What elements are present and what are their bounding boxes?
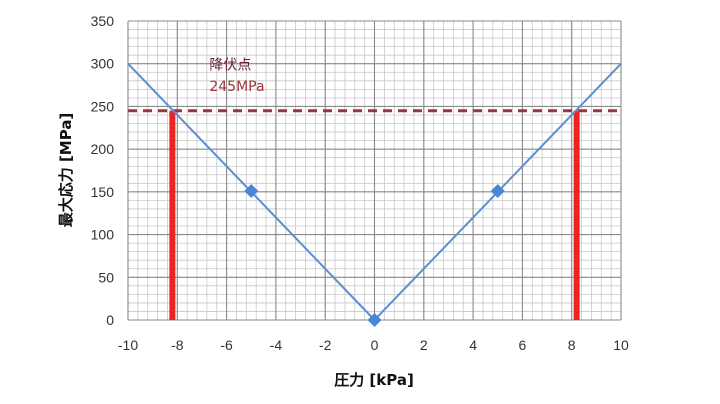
annotation-value: 245MPa [209,79,264,95]
x-tick-label: -4 [270,337,283,353]
data-point-marker [490,184,505,199]
y-tick-label: 300 [91,56,115,72]
y-tick-label: 200 [91,141,115,157]
grid [127,20,622,321]
x-tick-label: 6 [519,337,527,353]
y-tick-label: 350 [91,13,115,29]
y-axis-title: 最大応力 [MPa] [57,113,75,228]
plot-area: 降伏点 245MPa [127,58,622,327]
x-tick-label: -2 [319,337,332,353]
x-tick-label: -8 [171,337,184,353]
y-tick-label: 0 [106,312,114,328]
x-tick-label: -6 [220,337,233,353]
y-tick-label: 50 [98,269,114,285]
y-tick-label: 150 [91,184,115,200]
x-tick-label: 8 [568,337,576,353]
x-axis-title: 圧力 [kPa] [334,371,414,389]
x-tick-label: 4 [469,337,477,353]
annotation-label: 降伏点 [209,58,251,74]
data-point-marker [244,184,259,199]
y-tick-label: 250 [91,98,115,114]
x-tick-label: 0 [371,337,379,353]
x-tick-label: -10 [118,337,138,353]
x-tick-label: 10 [613,337,629,353]
data-point-marker [367,313,382,327]
y-tick-label: 100 [91,227,115,243]
x-tick-label: 2 [420,337,428,353]
